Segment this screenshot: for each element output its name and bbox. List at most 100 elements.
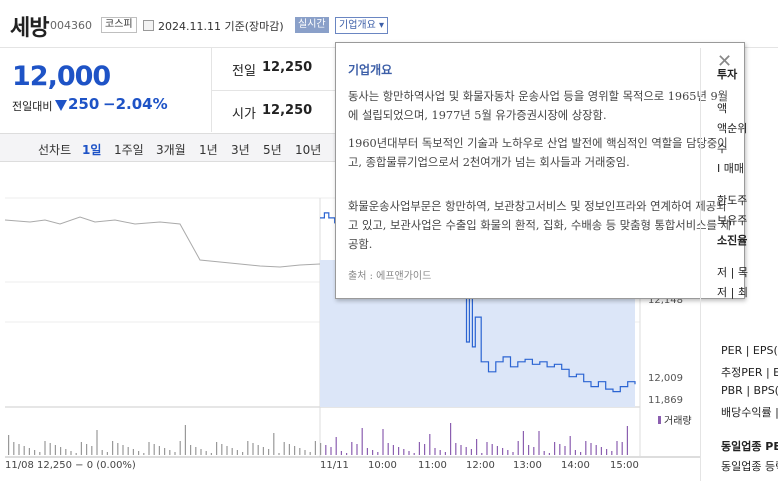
- volume-bar: [158, 446, 160, 455]
- price-box: 12,000 전일대비 250 −2.04%: [0, 48, 212, 132]
- volume-bar: [184, 425, 186, 455]
- realtime-badge[interactable]: 실시간: [295, 17, 329, 33]
- volume-bar: [528, 445, 530, 455]
- volume-bar: [340, 451, 342, 455]
- volume-bar: [450, 423, 452, 455]
- volume-bar: [262, 447, 264, 455]
- prev-close-value: 12,250: [262, 60, 313, 75]
- volume-bar: [54, 445, 56, 455]
- tab-line-chart[interactable]: 선차트: [38, 143, 72, 157]
- volume-bar: [221, 444, 223, 455]
- volume-bar: [418, 442, 420, 455]
- volume-bar: [595, 445, 597, 455]
- volume-bar: [554, 442, 556, 455]
- volume-bar: [70, 451, 72, 455]
- volume-bar: [387, 443, 389, 455]
- company-overview-button[interactable]: 기업개요 ▾: [335, 17, 388, 34]
- volume-bar: [294, 446, 296, 455]
- volume-bar: [195, 447, 197, 455]
- volume-bar: [236, 450, 238, 455]
- volume-bar: [8, 435, 10, 455]
- volume-bar: [28, 448, 30, 455]
- volume-bar: [210, 453, 212, 455]
- popup-paragraph: 1960년대부터 독보적인 기술과 노하우로 산업 발전에 핵심적인 역할을 담…: [348, 137, 728, 169]
- volume-bar: [242, 452, 244, 455]
- tab-10year[interactable]: 10년: [295, 143, 322, 157]
- volume-bar: [611, 451, 613, 455]
- volume-bar: [517, 441, 519, 455]
- volume-bar: [148, 442, 150, 455]
- current-price: 12,000: [12, 61, 111, 92]
- volume-bar: [60, 447, 62, 455]
- side-item: 액순위: [717, 122, 748, 135]
- tab-1day[interactable]: 1일: [82, 143, 102, 157]
- volume-bar: [481, 453, 483, 455]
- volume-bar: [502, 448, 504, 455]
- volume-bar: [127, 447, 129, 455]
- tab-3year[interactable]: 3년: [231, 143, 250, 157]
- open-value: 12,250: [262, 103, 313, 118]
- volume-bar: [273, 433, 275, 455]
- company-overview-popup: 기업개요 ✕ 동사는 항만하역사업 및 화물자동차 운송사업 등을 영위할 목적…: [335, 42, 745, 299]
- side-item: PER | EPS(20: [721, 344, 778, 357]
- tab-3month[interactable]: 3개월: [156, 143, 186, 157]
- y-label: 11,869: [648, 395, 683, 406]
- volume-bar: [569, 436, 571, 455]
- tab-1year[interactable]: 1년: [199, 143, 218, 157]
- side-item: 소진율: [717, 234, 748, 247]
- tab-1week[interactable]: 1주일: [114, 143, 144, 157]
- volume-bar: [80, 442, 82, 455]
- close-icon[interactable]: ✕: [717, 51, 733, 72]
- volume-bar: [512, 452, 514, 455]
- volume-bar: [309, 452, 311, 455]
- volume-bar: [538, 431, 540, 455]
- volume-bar: [320, 443, 322, 455]
- volume-bar: [174, 452, 176, 455]
- volume-bar: [65, 449, 67, 455]
- volume-bar: [132, 449, 134, 455]
- x-label: 15:00: [610, 460, 639, 471]
- side-item: 동일업종 등락: [721, 460, 778, 473]
- volume-bar: [413, 453, 415, 455]
- volume-bar: [465, 447, 467, 455]
- volume-bar: [190, 445, 192, 455]
- volume-bar: [44, 441, 46, 455]
- volume-bar: [226, 446, 228, 455]
- volume-bar: [153, 444, 155, 455]
- tab-5year[interactable]: 5년: [263, 143, 282, 157]
- volume-bar: [283, 442, 285, 455]
- volume-bar: [205, 451, 207, 455]
- volume-bar: [361, 428, 363, 455]
- popup-paragraph: 화물운송사업부문은 항만하역, 보관창고서비스 및 정보인프라와 연계하여 제공…: [348, 200, 731, 251]
- volume-bar: [231, 448, 233, 455]
- volume-bar: [122, 445, 124, 455]
- volume-bar: [330, 447, 332, 455]
- market-badge: 코스피: [101, 17, 137, 33]
- volume-bar: [96, 430, 98, 455]
- down-triangle-icon: [55, 100, 67, 111]
- x-label: 11:00: [418, 460, 447, 471]
- volume-bar: [101, 450, 103, 455]
- calendar-icon: [143, 20, 154, 31]
- volume-bar: [164, 448, 166, 455]
- volume-bar: [75, 453, 77, 455]
- volume-bar: [398, 447, 400, 455]
- y-label: 12,148: [648, 295, 683, 306]
- divider: [212, 90, 336, 91]
- volume-bar: [299, 448, 301, 455]
- side-item: 추정PER | EP: [721, 366, 778, 379]
- popup-title: 기업개요: [348, 63, 393, 77]
- side-item: 수: [717, 142, 728, 155]
- volume-bar: [476, 439, 478, 455]
- volume-bar: [522, 431, 524, 455]
- volume-bar: [486, 442, 488, 455]
- volume-bar: [621, 442, 623, 455]
- volume-bar: [288, 444, 290, 455]
- volume-bar: [616, 441, 618, 455]
- side-item: 액: [717, 102, 728, 115]
- volume-bar: [439, 450, 441, 455]
- side-item: PBR | BPS(2: [721, 384, 778, 397]
- y-label: 12,009: [648, 373, 683, 384]
- volume-bar: [216, 442, 218, 455]
- side-item: 저 | 목: [717, 266, 748, 279]
